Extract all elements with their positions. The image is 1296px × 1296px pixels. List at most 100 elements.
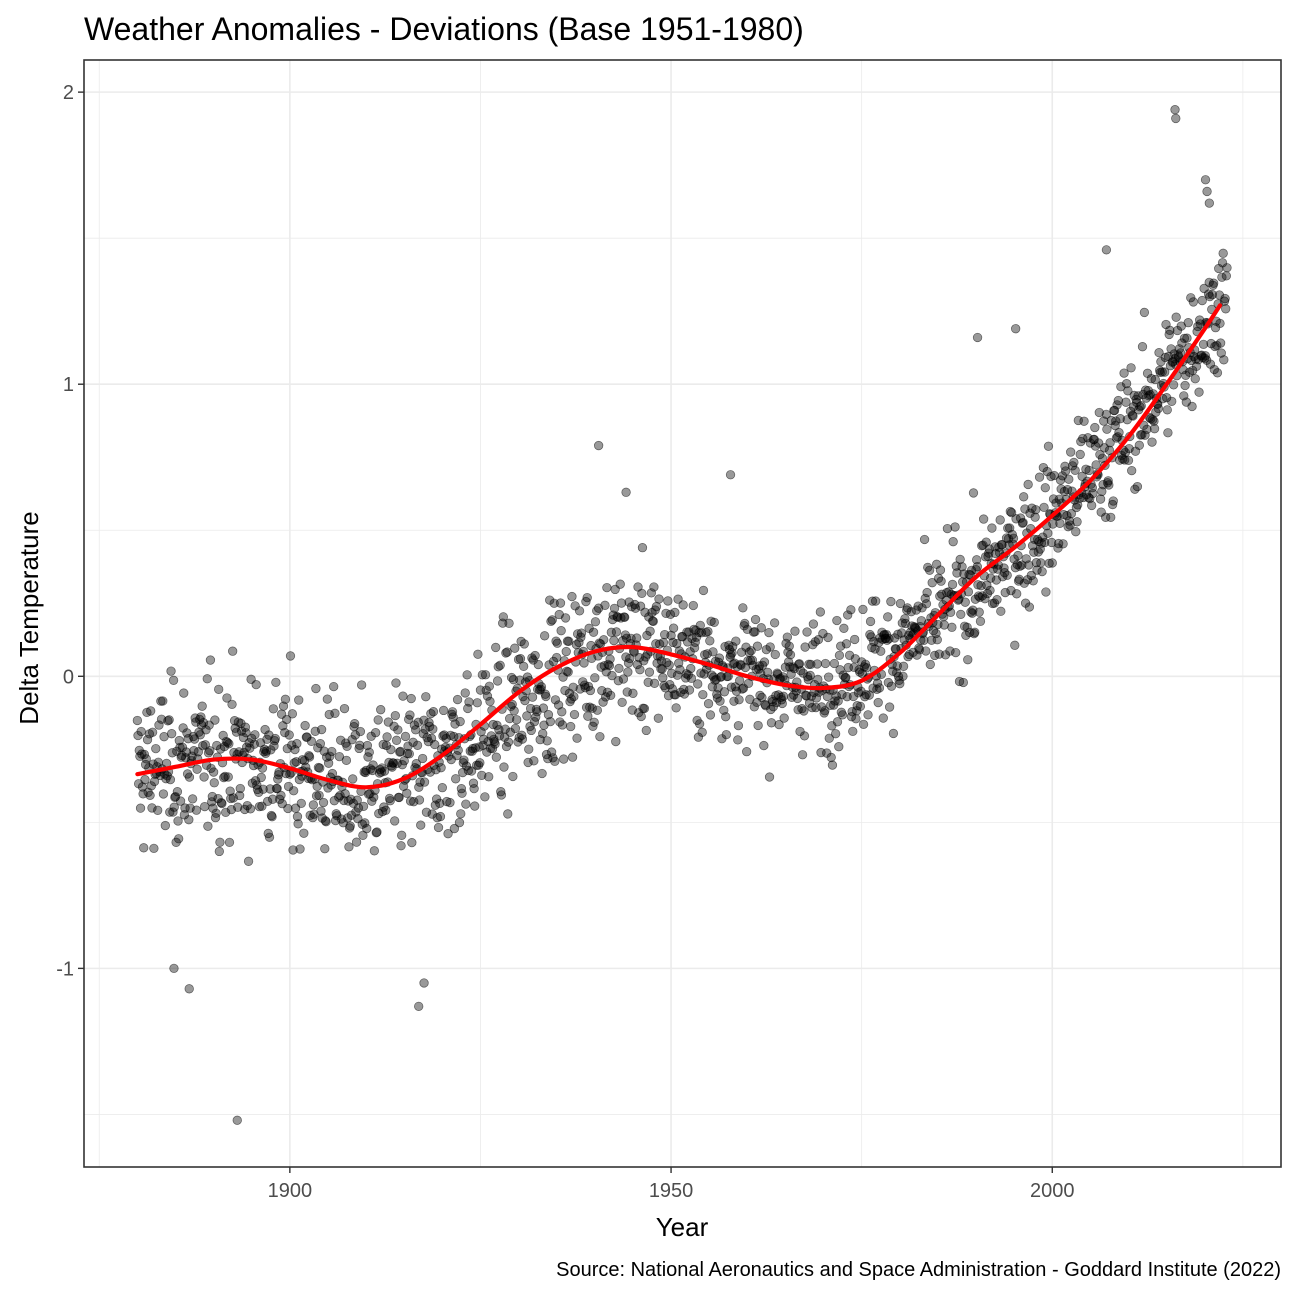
data-point xyxy=(698,689,708,700)
panel-background xyxy=(84,60,1281,1167)
data-point xyxy=(762,667,773,677)
data-point xyxy=(360,818,370,828)
data-point xyxy=(952,568,962,578)
data-point xyxy=(323,758,334,768)
data-point xyxy=(653,713,664,723)
data-point xyxy=(484,772,494,782)
data-point xyxy=(663,596,673,606)
data-point xyxy=(1123,386,1133,396)
data-point xyxy=(411,758,421,769)
data-point xyxy=(339,703,350,714)
data-point xyxy=(491,642,501,653)
data-point xyxy=(1104,445,1115,455)
data-point xyxy=(648,616,658,626)
data-point xyxy=(902,603,913,613)
data-point xyxy=(519,661,529,672)
data-point xyxy=(516,636,526,647)
data-point xyxy=(207,791,217,802)
data-point xyxy=(296,798,306,809)
data-point xyxy=(412,740,423,750)
data-point xyxy=(327,768,338,779)
data-point xyxy=(288,845,298,855)
data-point xyxy=(330,708,340,718)
x-tick-label: 1900 xyxy=(268,1180,313,1202)
data-point xyxy=(145,790,155,801)
x-tick-label: 2000 xyxy=(1030,1180,1075,1202)
data-point xyxy=(1005,506,1015,517)
data-point xyxy=(1142,424,1152,434)
data-point xyxy=(400,731,411,742)
data-point xyxy=(168,675,179,685)
data-point xyxy=(568,682,578,692)
data-point xyxy=(1102,424,1112,434)
data-point xyxy=(749,702,759,712)
data-point xyxy=(972,562,982,572)
data-point xyxy=(414,1001,424,1012)
data-point xyxy=(1195,319,1205,329)
x-tick-label: 1950 xyxy=(649,1180,694,1202)
data-point xyxy=(461,799,471,809)
data-point xyxy=(1182,333,1192,343)
data-point xyxy=(377,763,387,773)
data-point xyxy=(759,657,770,667)
data-point xyxy=(433,822,444,833)
data-point xyxy=(980,594,990,604)
data-point xyxy=(203,821,213,831)
data-point xyxy=(462,670,472,680)
data-point xyxy=(536,682,547,692)
data-point xyxy=(598,697,608,707)
data-point xyxy=(1058,539,1068,549)
data-point xyxy=(284,730,294,740)
data-point xyxy=(160,820,170,831)
data-point xyxy=(733,735,743,745)
data-point xyxy=(672,670,683,680)
data-point xyxy=(139,843,149,853)
data-point xyxy=(1043,441,1054,451)
data-point xyxy=(1220,293,1230,304)
data-point xyxy=(600,600,610,610)
data-point xyxy=(921,646,931,656)
data-point xyxy=(166,666,176,676)
data-point xyxy=(1163,428,1173,438)
data-point xyxy=(1161,393,1172,403)
data-point xyxy=(693,679,703,689)
data-point xyxy=(802,627,812,637)
data-point xyxy=(611,627,622,637)
data-point xyxy=(394,792,404,803)
data-point xyxy=(1075,449,1085,460)
data-point xyxy=(1121,378,1132,389)
data-point xyxy=(292,739,302,749)
data-point xyxy=(153,805,163,815)
data-point xyxy=(556,626,566,636)
data-point xyxy=(740,618,750,629)
data-point xyxy=(215,837,225,847)
data-point xyxy=(228,646,238,656)
data-point xyxy=(574,606,585,616)
data-point xyxy=(469,783,479,794)
data-point xyxy=(350,718,360,729)
data-point xyxy=(804,698,815,708)
data-point xyxy=(149,843,159,854)
data-point xyxy=(1180,380,1190,391)
data-point xyxy=(603,659,613,670)
data-point xyxy=(1170,105,1180,115)
data-point xyxy=(769,618,780,628)
data-point xyxy=(1209,278,1219,288)
data-point xyxy=(136,726,146,737)
data-point xyxy=(1095,494,1106,504)
data-point xyxy=(999,568,1010,578)
data-point xyxy=(823,672,834,682)
data-point xyxy=(278,701,289,711)
data-point xyxy=(856,686,866,696)
data-point xyxy=(208,803,218,813)
data-point xyxy=(735,676,745,686)
data-point xyxy=(502,647,512,657)
data-point xyxy=(285,651,296,661)
data-point xyxy=(705,636,715,646)
data-point xyxy=(139,749,150,760)
data-point xyxy=(1019,492,1029,502)
data-point xyxy=(1017,518,1028,528)
data-point xyxy=(742,747,752,757)
data-point xyxy=(784,641,794,651)
data-point xyxy=(477,770,487,780)
